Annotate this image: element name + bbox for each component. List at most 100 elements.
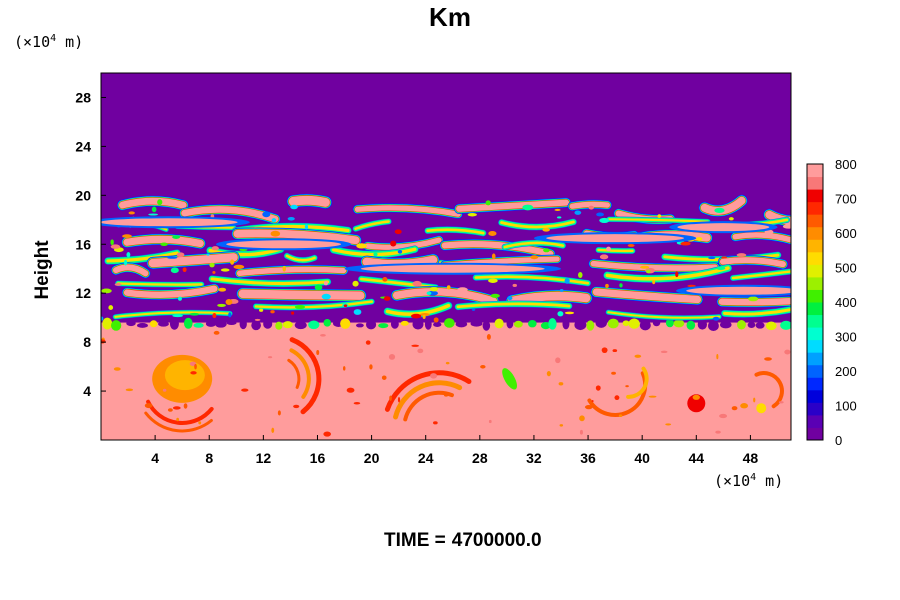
turbulence-blob [294,304,306,310]
eddy-speck [716,353,719,360]
turbulence-blob [559,288,564,292]
turbulence-blob [419,313,430,317]
y-tick-label: 28 [75,89,91,105]
turbulence-filament [119,197,187,209]
colorbar-tick-label: 600 [835,226,857,241]
turbulence-filament [732,232,791,243]
turbulence-blob [712,316,720,321]
turbulence-blob [620,292,632,298]
boundary-cell [444,318,455,328]
turbulence-blob [114,283,122,286]
turbulence-blob [128,211,135,215]
turbulence-filament [210,277,330,286]
turbulence-blob [157,199,163,206]
turbulence-blob [323,281,328,286]
eddy-speck [144,403,153,409]
eddy-speck [555,357,561,364]
turbulence-blob [212,270,216,274]
boundary-cell [755,322,765,329]
turbulence-blob [287,217,295,221]
turbulence-blob [314,284,323,291]
eddy-speck [194,363,197,370]
turbulence-patch [101,218,238,227]
turbulence-blob [675,271,679,278]
y-tick-label: 20 [75,187,91,203]
turbulence-filament [238,289,365,300]
turbulence-blob [588,205,595,210]
boundary-cell [514,320,523,328]
eddy-speck [190,371,197,375]
boundary-cell [494,318,504,329]
boundary-cell [366,320,377,330]
boundary-cell [482,320,491,331]
boundary-cell [586,320,595,331]
turbulence-patch [686,286,791,295]
boundary-cell [323,319,331,327]
turbulence-blob [512,283,517,287]
turbulence-blob [397,249,403,254]
boundary-cell [607,318,619,329]
turbulence-blob [599,254,609,260]
turbulence-blob [554,208,561,211]
boundary-cell [737,320,746,330]
boundary-cell [765,321,777,331]
eddy-speck [277,410,281,416]
turbulence-blob [627,244,635,247]
turbulence-blob [212,313,217,319]
boundary-cell [239,318,247,330]
turbulence-filament [116,282,203,286]
boundary-cell [136,322,148,328]
boundary-cell [780,320,791,330]
x-tick-label: 24 [418,450,434,466]
colorbar-swatch [807,226,823,240]
eddy-speck [579,415,585,422]
boundary-cell [747,321,756,328]
turbulence-filament [723,308,791,316]
eddy-speck [612,349,618,353]
eddy-speck [162,388,167,392]
y-tick-label: 8 [83,334,91,350]
eddy-speck [271,427,275,433]
eddy-arc [146,399,214,425]
eddy-speck [241,388,249,392]
eddy-speck [113,367,121,371]
eddy-speck [778,401,784,404]
eddy-speck [381,375,387,380]
turbulence-patch [360,264,545,273]
turbulence-blob [446,285,451,290]
colorbar-swatch [807,214,823,228]
boundary-cell [548,318,557,330]
x-tick-label: 40 [634,450,650,466]
turbulence-filament [719,257,786,268]
turbulence-blob [687,284,696,288]
turbulence-filament [456,199,570,212]
turbulence-blob [619,283,623,288]
turbulence-filament [288,195,330,207]
eddy-speck [320,334,326,337]
turbulence-blob [356,243,367,249]
boundary-cell [528,319,537,328]
turbulence-blob [433,317,439,323]
turbulence-filament [718,298,791,306]
boundary-cell [400,320,409,326]
eddy-arc [393,380,463,420]
turbulence-patch [546,234,685,243]
turbulence-blob [123,259,128,266]
eddy-speck [559,424,564,427]
eddy-speck [731,406,738,411]
x-tick-label: 16 [310,450,326,466]
turbulence-blob [228,312,232,318]
eddy-speck [614,395,620,401]
turbulence-blob [491,253,496,260]
turbulence-blob [426,291,432,295]
turbulence-blob [373,252,378,257]
turbulence-filament [597,248,634,253]
turbulence-blob [270,230,281,237]
eddy-speck [172,406,181,410]
eddy-speck [417,348,424,354]
turbulence-filament [608,218,709,223]
turbulence-blob [390,240,397,247]
boundary-cell [628,318,640,329]
colorbar-tick-label: 400 [835,295,857,310]
turbulence-blob [176,252,185,258]
